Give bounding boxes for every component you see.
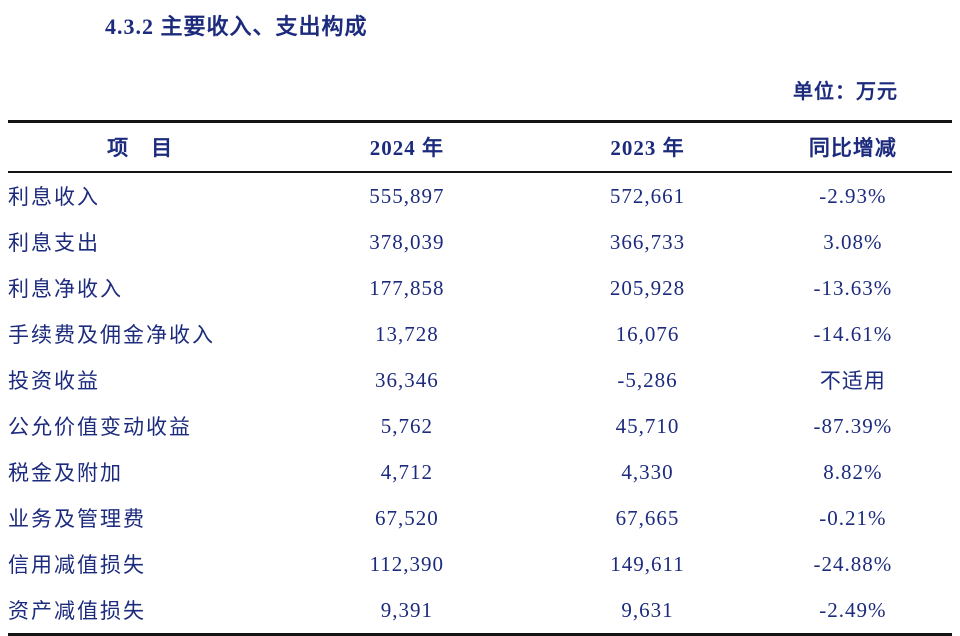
row-item-label: 利息支出 [8,231,100,255]
row-item-label: 利息净收入 [8,277,123,301]
row-2023-value: 149,611 [610,551,685,576]
row-2024-value: 112,390 [369,551,445,576]
header-item: 项 目 [8,121,273,173]
row-2024-value: 177,858 [369,275,445,300]
row-2024-value: 5,762 [380,413,433,438]
row-2024-value: 9,391 [380,597,433,622]
row-2024-value: 4,712 [380,459,433,484]
row-item-label: 信用减值损失 [8,553,146,577]
table-row: 利息净收入 177,858 205,928 -13.63% [8,265,952,311]
row-change-value: -2.49% [819,597,887,622]
table-row: 手续费及佣金净收入 13,728 16,076 -14.61% [8,311,952,357]
row-2024-value: 378,039 [369,229,445,254]
row-change-value: -0.21% [819,505,887,530]
row-item-label: 资产减值损失 [8,599,146,623]
row-2024-value: 67,520 [374,505,439,530]
header-2024: 2024 年 [272,121,542,173]
row-2024-value: 555,897 [369,183,445,208]
row-2023-value: 45,710 [615,413,680,438]
table-header-row: 项 目 2024 年 2023 年 同比增减 [8,121,952,173]
row-2024-value: 13,728 [374,321,439,346]
row-2023-value: 16,076 [615,321,680,346]
row-2023-value: 67,665 [615,505,680,530]
table-row: 利息收入 555,897 572,661 -2.93% [8,172,952,219]
row-2023-value: 4,330 [621,459,674,484]
row-2023-value: 572,661 [609,183,686,208]
table-row: 信用减值损失 112,390 149,611 -24.88% [8,541,952,587]
table-row: 投资收益 36,346 -5,286 不适用 [8,357,952,403]
section-title: 4.3.2 主要收入、支出构成 [105,14,368,39]
row-item-label: 税金及附加 [8,461,123,485]
row-change-value: -2.93% [819,183,887,208]
header-2023: 2023 年 [541,121,754,173]
unit-label: 单位：万元 [793,81,898,103]
table-row: 税金及附加 4,712 4,330 8.82% [8,449,952,495]
table-row: 公允价值变动收益 5,762 45,710 -87.39% [8,403,952,449]
row-2023-value: 205,928 [609,275,686,300]
row-2023-value: 366,733 [609,229,686,254]
table-row: 业务及管理费 67,520 67,665 -0.21% [8,495,952,541]
row-2024-value: 36,346 [374,367,439,392]
row-change-value: 3.08% [823,229,883,254]
table-row: 资产减值损失 9,391 9,631 -2.49% [8,587,952,635]
row-change-value: 8.82% [823,459,883,484]
row-item-label: 投资收益 [8,369,100,393]
row-item-label: 利息收入 [8,185,100,209]
row-item-label: 业务及管理费 [8,507,146,531]
row-change-value: -14.61% [813,321,893,346]
row-2023-value: -5,286 [617,367,678,392]
row-change-value: -24.88% [813,551,893,576]
row-item-label: 手续费及佣金净收入 [8,323,215,347]
row-2023-value: 9,631 [621,597,674,622]
row-item-label: 公允价值变动收益 [8,415,192,439]
row-change-value: -13.63% [813,275,893,300]
table-row: 利息支出 378,039 366,733 3.08% [8,219,952,265]
header-change: 同比增减 [753,121,952,173]
income-expense-table: 项 目 2024 年 2023 年 同比增减 利息收入 555,897 572,… [8,120,952,636]
row-change-value: -87.39% [813,413,893,438]
row-change-value: 不适用 [819,369,886,393]
